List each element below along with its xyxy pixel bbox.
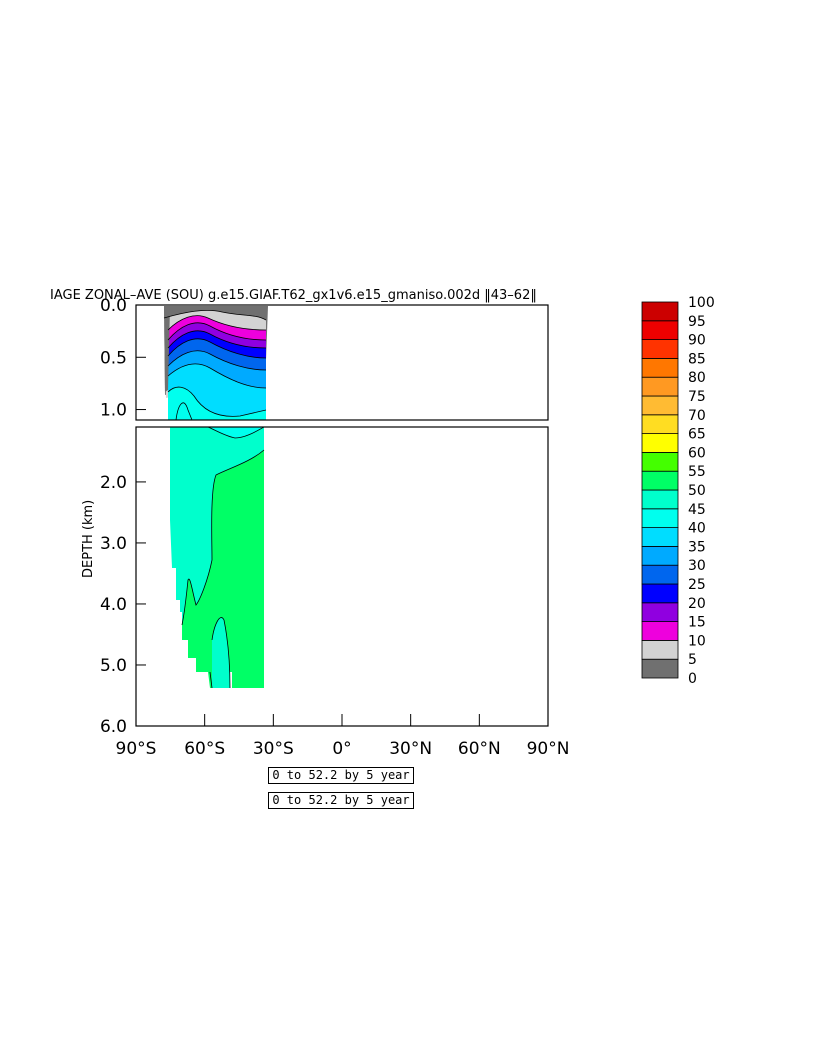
lower-fill-45-50-pocket bbox=[212, 617, 230, 688]
x-tick-label: 0° bbox=[332, 739, 351, 759]
colorbar-box bbox=[641, 621, 679, 641]
lower-fill-mask-2 bbox=[230, 672, 232, 688]
colorbar-label: 50 bbox=[688, 483, 706, 499]
colorbar-box bbox=[641, 640, 679, 660]
y-axis-lower: 2.0 3.0 4.0 5.0 6.0 bbox=[100, 473, 146, 737]
lower-fill-mask bbox=[136, 427, 208, 688]
colorbar-box bbox=[641, 546, 679, 566]
colorbar-box bbox=[641, 658, 679, 679]
y-tick-label: 6.0 bbox=[100, 717, 127, 737]
y-tick-label: 0.5 bbox=[100, 348, 127, 368]
colorbar-label: 35 bbox=[688, 539, 706, 555]
colorbar-box bbox=[641, 357, 679, 378]
colorbar-label: 45 bbox=[688, 502, 706, 518]
footer-label-1: 0 to 52.2 by 5 year bbox=[268, 767, 414, 784]
colorbar-box bbox=[641, 470, 679, 491]
colorbar-label: 10 bbox=[688, 633, 706, 649]
lower-panel-fill bbox=[136, 427, 264, 688]
colorbar-label: 85 bbox=[688, 351, 706, 367]
y-tick-label: 4.0 bbox=[100, 595, 127, 615]
colorbar-box bbox=[641, 583, 679, 604]
lower-contour-lines bbox=[181, 426, 265, 689]
colorbar-label: 0 bbox=[688, 671, 697, 687]
colorbar-label: 40 bbox=[688, 521, 706, 537]
y-tick-label: 5.0 bbox=[100, 656, 127, 676]
colorbar-box bbox=[641, 602, 679, 622]
chart-title: IAGE ZONAL–AVE (SOU) g.e15.GIAF.T62_gx1v… bbox=[50, 288, 537, 303]
x-tick-label: 90°S bbox=[116, 739, 157, 759]
y-tick-label: 3.0 bbox=[100, 534, 127, 554]
colorbar-box bbox=[641, 395, 679, 416]
colorbar-label: 70 bbox=[688, 408, 706, 424]
y-tick-label: 2.0 bbox=[100, 473, 127, 493]
contour-fill-edge bbox=[164, 306, 170, 392]
lower-fill-50-55 bbox=[182, 450, 264, 688]
colorbar-box bbox=[641, 508, 679, 528]
y-tick-label: 1.0 bbox=[100, 401, 127, 421]
colorbar-box bbox=[641, 564, 679, 585]
colorbar-label: 65 bbox=[688, 427, 706, 443]
colorbar-label: 15 bbox=[688, 615, 706, 631]
colorbar-label: 55 bbox=[688, 464, 706, 480]
x-tick-label: 90°N bbox=[527, 739, 570, 759]
colorbar-label: 100 bbox=[688, 295, 715, 311]
lower-fill-cyan-top bbox=[208, 427, 264, 438]
footer-label-2: 0 to 52.2 by 5 year bbox=[268, 792, 414, 809]
colorbar-label: 20 bbox=[688, 596, 706, 612]
colorbar-label: 75 bbox=[688, 389, 706, 405]
colorbar-label: 90 bbox=[688, 333, 706, 349]
y-axis-label: DEPTH (km) bbox=[81, 500, 96, 578]
contour-fill-40-45 bbox=[168, 387, 266, 420]
colorbar-box bbox=[641, 489, 679, 510]
colorbar-box bbox=[641, 301, 679, 322]
y-tick-label: 0.0 bbox=[100, 296, 127, 316]
colorbar-label: 80 bbox=[688, 370, 706, 386]
upper-panel-fill bbox=[164, 306, 268, 420]
colorbar-label: 95 bbox=[688, 314, 706, 330]
colorbar-box bbox=[641, 320, 679, 340]
x-tick-label: 60°N bbox=[458, 739, 501, 759]
colorbar-box bbox=[641, 527, 679, 547]
colorbar-box bbox=[641, 414, 679, 434]
colorbar-box bbox=[641, 433, 679, 453]
x-axis: 90°S 60°S 30°S 0° 30°N 60°N 90°N bbox=[116, 714, 570, 759]
colorbar-label: 60 bbox=[688, 445, 706, 461]
colorbar: 0 5 10 15 20 25 30 35 40 45 50 55 60 65 70 75 80 85 90 95 10… bbox=[641, 295, 715, 687]
colorbar-label: 30 bbox=[688, 558, 706, 574]
colorbar-label: 25 bbox=[688, 577, 706, 593]
x-tick-label: 30°S bbox=[253, 739, 294, 759]
lower-fill-45-50 bbox=[168, 427, 264, 688]
colorbar-box bbox=[641, 339, 679, 359]
colorbar-box bbox=[641, 451, 679, 472]
upper-contour-lines bbox=[163, 310, 267, 421]
y-axis-upper: 0.0 0.5 1.0 bbox=[100, 296, 146, 421]
x-tick-label: 30°N bbox=[389, 739, 432, 759]
colorbar-label: 5 bbox=[688, 652, 697, 668]
upper-panel-frame bbox=[135, 304, 549, 421]
colorbar-box bbox=[641, 376, 679, 397]
x-tick-label: 60°S bbox=[184, 739, 225, 759]
